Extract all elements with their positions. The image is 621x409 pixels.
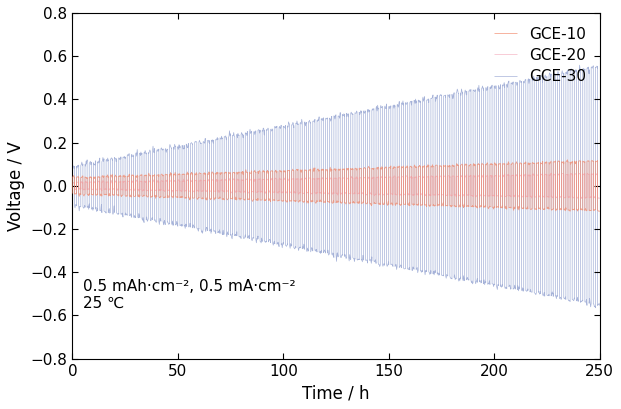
GCE-30: [131, 213, 138, 218]
GCE-30: [302, 247, 310, 252]
Line: GCE-20: GCE-20: [73, 173, 600, 198]
GCE-30: [313, 247, 320, 252]
GCE-20: [109, 187, 117, 192]
GCE-20: [302, 191, 310, 196]
Y-axis label: Voltage / V: Voltage / V: [7, 141, 25, 231]
GCE-20: [131, 187, 138, 192]
X-axis label: Time / h: Time / h: [302, 384, 369, 402]
GCE-30: [592, 306, 599, 310]
GCE-20: [69, 187, 76, 191]
GCE-10: [302, 199, 310, 204]
Line: GCE-30: GCE-30: [73, 65, 600, 308]
GCE-20: [368, 175, 376, 180]
GCE-30: [292, 244, 300, 249]
GCE-30: [368, 108, 376, 113]
GCE-10: [596, 209, 603, 214]
GCE-10: [313, 200, 320, 204]
GCE-30: [596, 303, 604, 308]
GCE-30: [69, 202, 76, 207]
Line: GCE-10: GCE-10: [73, 160, 600, 211]
GCE-30: [109, 212, 117, 217]
GCE-20: [578, 196, 585, 201]
Text: 0.5 mAh·cm⁻², 0.5 mA·cm⁻²
25 ℃: 0.5 mAh·cm⁻², 0.5 mA·cm⁻² 25 ℃: [83, 279, 296, 311]
GCE-10: [69, 191, 76, 196]
Legend: GCE-10, GCE-20, GCE-30: GCE-10, GCE-20, GCE-30: [487, 20, 592, 90]
GCE-10: [596, 208, 604, 213]
GCE-10: [292, 199, 300, 204]
GCE-20: [547, 171, 555, 175]
GCE-20: [292, 190, 300, 195]
GCE-20: [596, 195, 604, 200]
GCE-30: [576, 63, 583, 67]
GCE-20: [313, 191, 320, 196]
GCE-10: [564, 157, 571, 162]
GCE-10: [368, 166, 376, 171]
GCE-10: [109, 192, 117, 197]
GCE-10: [131, 194, 138, 199]
